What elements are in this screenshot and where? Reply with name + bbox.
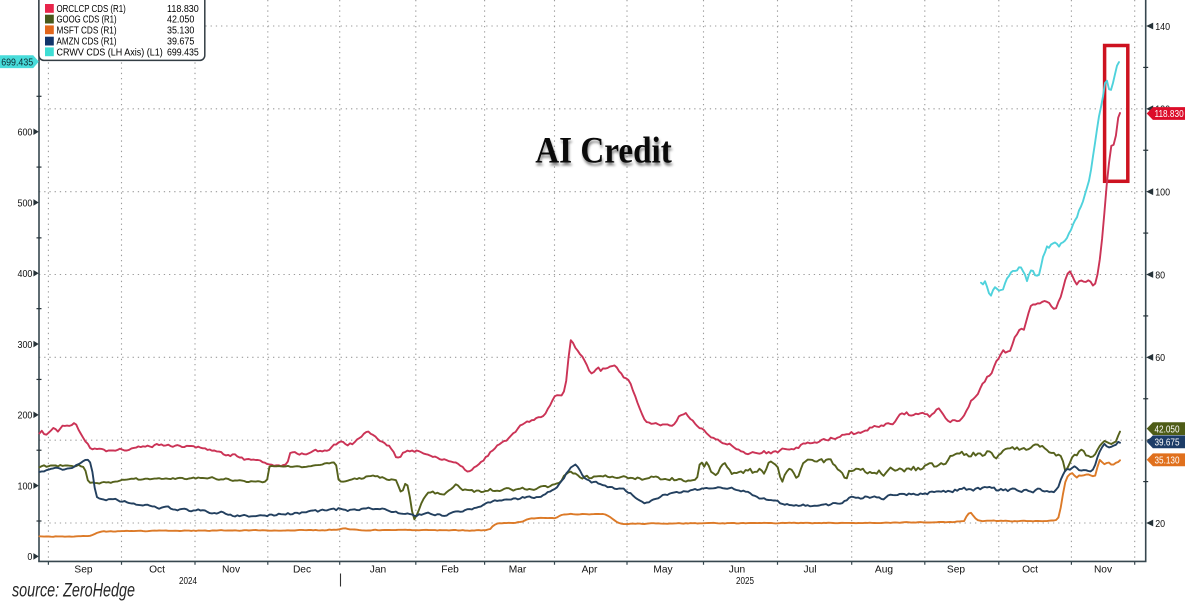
svg-text:300: 300	[18, 339, 33, 351]
svg-text:200: 200	[18, 410, 33, 422]
svg-text:May: May	[653, 565, 673, 576]
svg-text:CRWV CDS (LH Axis) (L1): CRWV CDS (LH Axis) (L1)	[57, 47, 163, 58]
svg-text:AMZN CDS (R1): AMZN CDS (R1)	[57, 37, 117, 48]
svg-text:60: 60	[1155, 352, 1165, 364]
svg-text:Nov: Nov	[222, 565, 241, 576]
svg-text:0: 0	[27, 551, 32, 563]
svg-text:20: 20	[1155, 518, 1165, 530]
svg-text:699.435: 699.435	[1, 57, 33, 69]
svg-text:35.130: 35.130	[1155, 455, 1180, 467]
svg-text:Jun: Jun	[729, 565, 745, 576]
svg-text:80: 80	[1155, 269, 1165, 281]
svg-text:Sep: Sep	[947, 565, 965, 576]
svg-text:699.435: 699.435	[167, 47, 199, 58]
svg-text:39.675: 39.675	[1155, 437, 1180, 449]
svg-text:100: 100	[1155, 186, 1170, 198]
svg-text:600: 600	[18, 126, 33, 138]
svg-text:MSFT CDS (R1): MSFT CDS (R1)	[57, 25, 117, 36]
svg-text:Nov: Nov	[1094, 565, 1113, 576]
svg-text:42.050: 42.050	[1155, 423, 1180, 435]
svg-text:500: 500	[18, 197, 33, 209]
svg-text:Apr: Apr	[582, 565, 598, 576]
svg-text:Mar: Mar	[509, 565, 527, 576]
svg-text:Oct: Oct	[149, 565, 165, 576]
svg-text:Aug: Aug	[875, 565, 893, 576]
svg-text:Jul: Jul	[803, 565, 816, 576]
svg-text:source: ZeroHedge: source: ZeroHedge	[12, 581, 135, 602]
svg-text:2024: 2024	[179, 576, 197, 587]
svg-text:ORCLCP CDS (R1): ORCLCP CDS (R1)	[57, 4, 126, 15]
svg-text:GOOG CDS (R1): GOOG CDS (R1)	[57, 15, 117, 26]
svg-text:Feb: Feb	[441, 565, 459, 576]
svg-text:39.675: 39.675	[167, 37, 195, 48]
svg-text:35.130: 35.130	[167, 25, 195, 36]
svg-text:400: 400	[18, 268, 33, 280]
svg-text:Dec: Dec	[293, 565, 311, 576]
svg-text:Oct: Oct	[1022, 565, 1038, 576]
svg-text:100: 100	[18, 480, 33, 492]
svg-text:118.830: 118.830	[167, 4, 199, 15]
svg-text:140: 140	[1155, 21, 1170, 33]
svg-text:118.830: 118.830	[1155, 108, 1184, 120]
svg-text:AI Credit: AI Credit	[535, 130, 672, 171]
svg-text:Sep: Sep	[74, 565, 92, 576]
svg-text:42.050: 42.050	[167, 15, 195, 26]
svg-text:2025: 2025	[736, 576, 754, 587]
svg-text:Jan: Jan	[370, 565, 386, 576]
